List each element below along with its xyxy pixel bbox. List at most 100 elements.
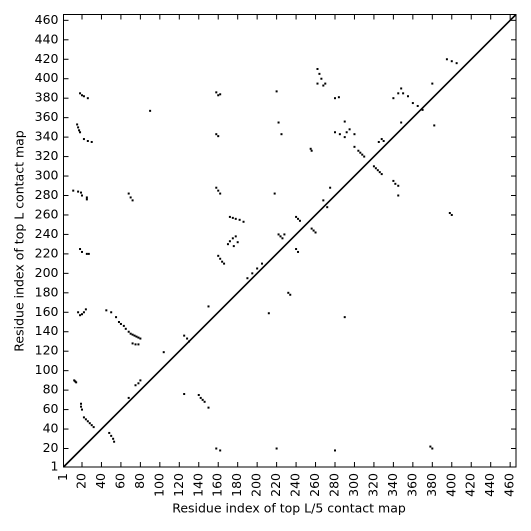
contact-point: [139, 337, 142, 340]
x-tick-label: 340: [385, 473, 400, 497]
contact-point: [238, 218, 241, 221]
contact-point: [112, 437, 115, 440]
contact-point: [309, 147, 312, 150]
contact-point: [124, 327, 127, 330]
contact-point: [77, 126, 80, 129]
contact-point: [217, 254, 220, 257]
contact-point: [320, 77, 323, 80]
y-tick-label: 240: [35, 226, 59, 241]
contact-point: [75, 381, 78, 384]
contact-point: [275, 90, 278, 93]
contact-point: [84, 418, 87, 421]
contact-point: [392, 179, 395, 182]
contact-point: [90, 424, 93, 427]
contact-point: [277, 233, 280, 236]
x-tick-label: 420: [463, 473, 478, 497]
y-tick-label: 80: [43, 382, 59, 397]
contact-point: [217, 94, 220, 97]
y-tick-label: 200: [35, 265, 59, 280]
contact-point: [416, 104, 419, 107]
contact-point: [279, 235, 282, 238]
contact-point: [380, 173, 383, 176]
contact-point: [149, 109, 152, 112]
x-tick-label: 300: [346, 473, 361, 497]
contact-point: [80, 405, 83, 408]
contact-point: [134, 384, 137, 387]
contact-point: [197, 393, 200, 396]
contact-point: [188, 340, 191, 343]
y-tick-label: 460: [35, 12, 59, 27]
contact-point: [162, 351, 165, 354]
contact-point: [338, 133, 341, 136]
contact-point: [324, 82, 327, 85]
contact-point: [267, 312, 270, 315]
contact-point: [85, 252, 88, 255]
y-tick-label: 320: [35, 148, 59, 163]
contact-point: [90, 140, 93, 143]
y-tick-label: 420: [35, 51, 59, 66]
x-tick-label: 360: [404, 473, 419, 497]
contact-point: [86, 140, 89, 143]
contact-point: [82, 311, 85, 314]
contact-point: [397, 184, 400, 187]
contact-point: [131, 333, 134, 336]
contact-point: [377, 140, 380, 143]
x-tick-label: 200: [249, 473, 264, 497]
x-tick-label: 260: [307, 473, 322, 497]
contact-point: [421, 108, 424, 111]
contact-point: [246, 277, 249, 280]
contact-point: [431, 82, 434, 85]
contact-point: [228, 215, 231, 218]
contact-point: [82, 138, 85, 141]
contact-point: [318, 72, 321, 75]
contact-point: [297, 217, 300, 220]
contact-point: [226, 243, 229, 246]
contact-point: [137, 343, 140, 346]
contact-point: [314, 231, 317, 234]
plot-frame: [63, 14, 517, 468]
y-tick-label: 380: [35, 90, 59, 105]
contact-point: [382, 140, 385, 143]
contact-point: [343, 136, 346, 139]
y-tick-label: 360: [35, 109, 59, 124]
contact-point: [380, 138, 383, 141]
y-tick-label: 160: [35, 304, 59, 319]
contact-point: [231, 237, 234, 240]
contact-point: [345, 131, 348, 134]
contact-point: [295, 215, 298, 218]
contact-point: [105, 309, 108, 312]
contact-point: [343, 120, 346, 123]
contact-point: [117, 321, 120, 324]
contact-point: [207, 305, 210, 308]
contact-point: [82, 95, 85, 98]
contact-point: [219, 93, 222, 96]
contact-point: [406, 95, 409, 98]
x-tick-label: 80: [132, 473, 147, 489]
contact-point: [251, 272, 254, 275]
contact-point: [234, 217, 237, 220]
contact-point: [353, 145, 356, 148]
contact-point: [79, 92, 82, 95]
contact-point: [87, 252, 90, 255]
contact-point: [80, 408, 83, 411]
contact-point: [115, 316, 118, 319]
contact-point: [110, 434, 113, 437]
contact-point: [201, 398, 204, 401]
y-tick-label: 20: [43, 440, 59, 455]
contact-point: [316, 67, 319, 70]
contact-point: [297, 250, 300, 253]
contact-point: [400, 121, 403, 124]
contact-point: [80, 313, 83, 316]
contact-point: [275, 447, 278, 450]
contact-point: [402, 92, 405, 95]
contact-point: [199, 396, 202, 399]
contact-point: [139, 379, 142, 382]
contact-point: [348, 128, 351, 131]
contact-point: [110, 311, 113, 314]
contact-point: [80, 250, 83, 253]
contact-point: [108, 431, 111, 434]
y-tick-label: 100: [35, 362, 59, 377]
contact-point: [217, 189, 220, 192]
contact-point: [334, 131, 336, 134]
